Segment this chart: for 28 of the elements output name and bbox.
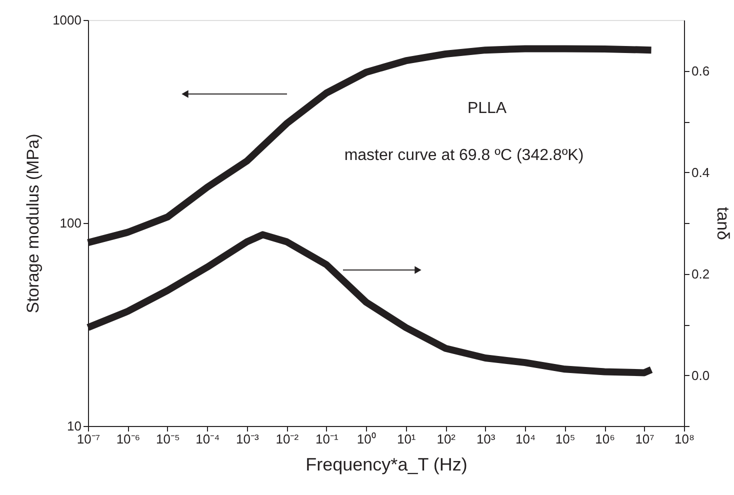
y-tick-label: 1000 [52, 12, 82, 28]
x-tick-label: 10¹ [396, 432, 416, 446]
y2-tick-label: 0.2 [692, 266, 710, 282]
y2-axis-title: tanδ [714, 206, 733, 240]
x-tick-label: 10² [436, 432, 456, 446]
x-tick-label: 10⁻⁷ [76, 432, 100, 446]
x-tick-label: 10⁰ [356, 432, 376, 446]
x-tick-label: 10⁻¹ [316, 432, 339, 446]
annotation: PLLA [467, 100, 507, 117]
x-axis-title: Frequency*a_T (Hz) [306, 454, 468, 474]
x-tick-label: 10⁻⁵ [156, 432, 180, 446]
x-tick-label: 10⁻² [276, 432, 300, 446]
x-tick-label: 10⁻³ [236, 432, 260, 446]
x-tick-label: 10³ [476, 432, 496, 446]
y2-tick-label: 0.0 [692, 368, 710, 383]
annotation: master curve at 69.8 ºC (342.8ºK) [344, 147, 584, 164]
y2-tick-label: 0.4 [692, 164, 710, 180]
y-tick-label: 100 [60, 216, 82, 230]
x-tick-label: 10⁴ [516, 432, 536, 446]
x-tick-label: 10⁶ [595, 432, 615, 446]
x-tick-label: 10⁵ [555, 432, 576, 446]
x-tick-label: 10⁻⁴ [196, 432, 220, 446]
y-axis-title: Storage modulus (MPa) [24, 134, 43, 314]
y-tick-label: 10 [67, 418, 82, 434]
x-tick-label: 10⁷ [635, 432, 655, 446]
x-tick-label: 10⁸ [674, 432, 694, 446]
x-tick-label: 10⁻⁶ [116, 432, 140, 446]
y2-tick-label: 0.6 [692, 63, 710, 78]
